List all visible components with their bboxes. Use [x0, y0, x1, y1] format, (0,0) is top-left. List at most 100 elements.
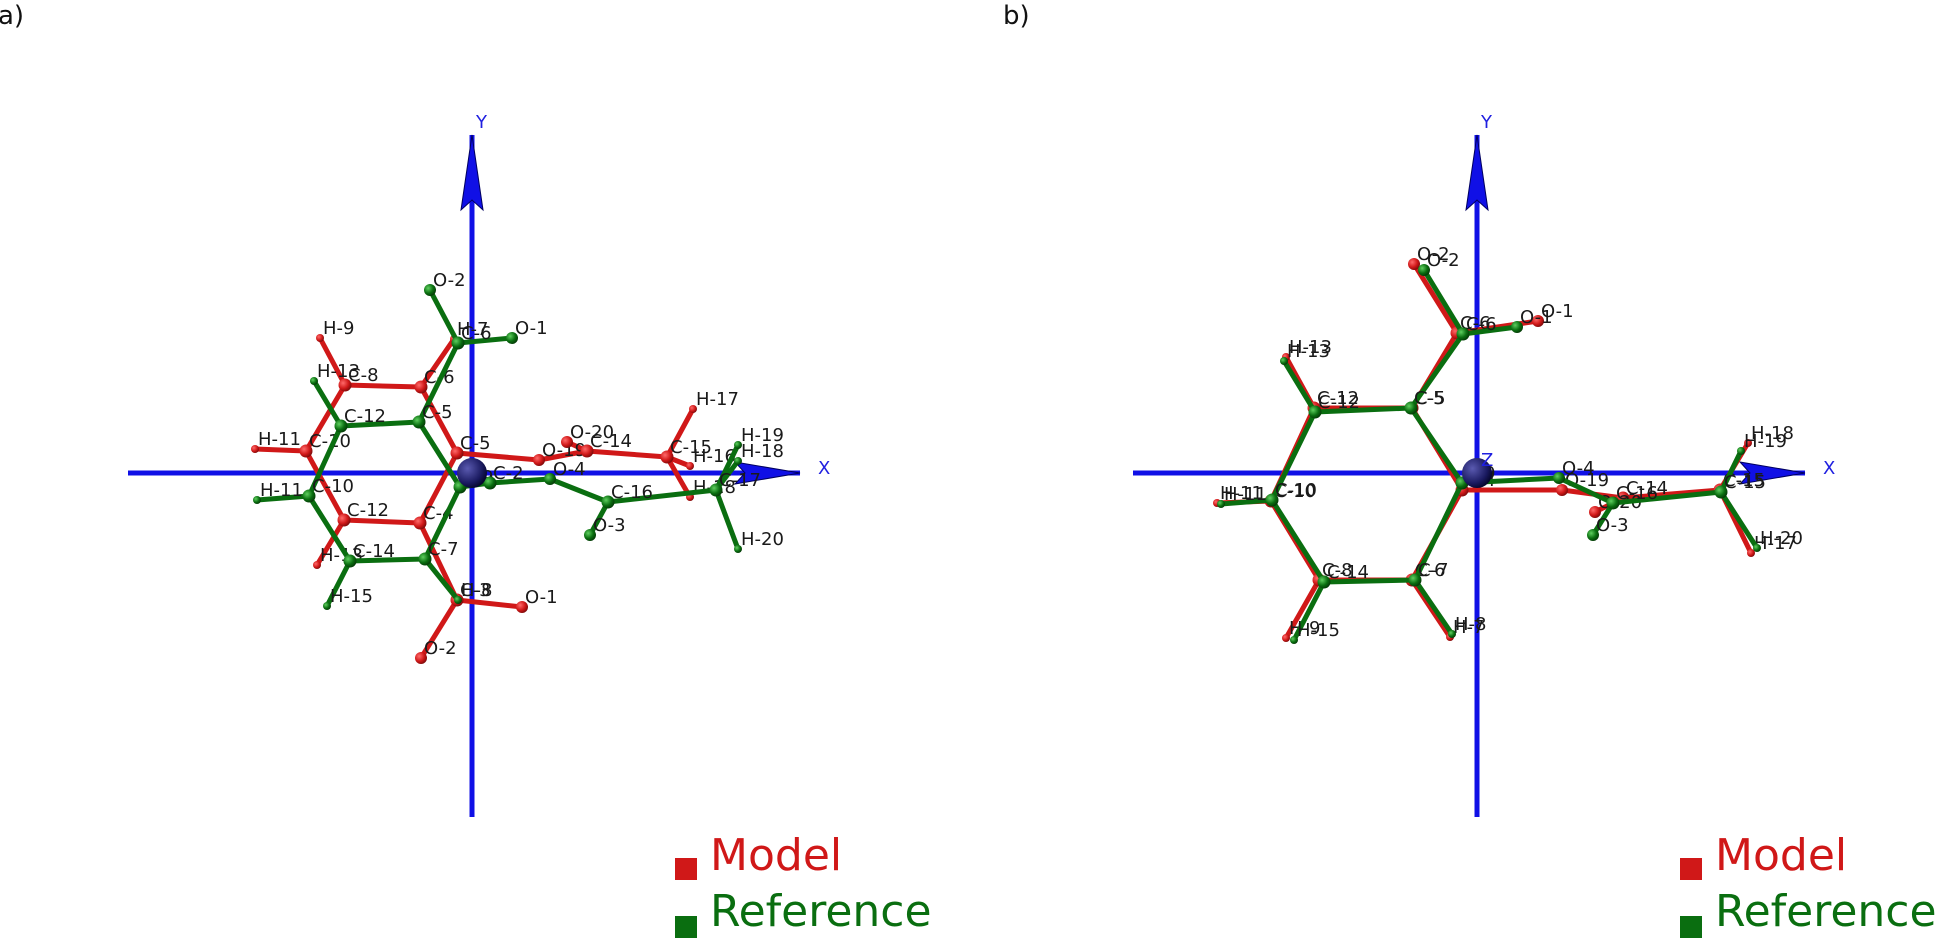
atom-label: C-5 [1414, 388, 1445, 409]
reference-bond [416, 340, 461, 425]
model-bond [664, 454, 693, 500]
model-atom [415, 652, 427, 664]
panel-b-legend: Model Reference [1680, 830, 1937, 938]
reference-bond [1460, 324, 1520, 337]
atom-label: C-8 [1322, 560, 1353, 581]
atom-label: H-15 [1297, 620, 1340, 641]
atom-label: C-6 [1460, 313, 1491, 334]
legend-model-swatch [1680, 858, 1702, 880]
reference-atom [709, 483, 723, 497]
atom-label: O-1 [525, 587, 558, 608]
model-atom [516, 601, 528, 613]
reference-bond [1718, 448, 1744, 495]
reference-bond [1718, 489, 1760, 551]
reference-atom [1265, 493, 1279, 507]
atom-label: C-10 [309, 431, 351, 452]
model-atom [413, 516, 427, 530]
atom-label: H-11 [258, 429, 301, 450]
model-atom [1744, 439, 1752, 447]
atom-label: O-4 [553, 459, 586, 480]
reference-atom [1317, 575, 1331, 589]
atom-label: O-1 [1541, 301, 1574, 322]
model-atom [337, 513, 351, 527]
y-axis-label: Y [475, 112, 488, 133]
reference-atom [1587, 529, 1599, 541]
atom-label: O-2 [433, 270, 466, 291]
panel-a-label: a) [0, 1, 24, 31]
reference-atom [734, 457, 742, 465]
atom-label: C-12 [1317, 388, 1359, 409]
atom-label: C-14 [353, 541, 395, 562]
reference-atom [1404, 401, 1418, 415]
atom-label: C-14 [590, 431, 632, 452]
model-bond [252, 446, 309, 454]
reference-bond [1269, 497, 1327, 585]
atom-label: C-7 [428, 539, 459, 560]
reference-bond [605, 487, 719, 505]
atom-label: C-16 [1616, 483, 1658, 504]
atom-label: O-3 [1596, 515, 1629, 536]
reference-bond [547, 476, 611, 505]
reference-bond [1281, 358, 1318, 415]
model-atom [580, 444, 594, 458]
reference-atom [310, 377, 318, 385]
panel-b-reference-structure: C-5 C-6 O-1 O-2 C-12 H-13 C-10 H-11 C-14 H-15 C-7 H… [1217, 250, 1803, 644]
atom-label: C-5 [422, 402, 453, 423]
model-bond [584, 448, 670, 460]
model-bond [314, 517, 347, 568]
model-bond [454, 450, 542, 463]
reference-atom [451, 336, 465, 350]
reference-atom [483, 476, 497, 490]
reference-bond [455, 335, 515, 346]
model-atom [660, 450, 674, 464]
atom-label: H-17 [1754, 533, 1797, 554]
legend-model-swatch [675, 858, 697, 880]
y-axis-label: Y [1480, 112, 1493, 133]
legend-model-label: Model [710, 830, 842, 881]
model-atom [313, 561, 321, 569]
model-atom [689, 405, 697, 413]
reference-atom [734, 441, 742, 449]
reference-atom [302, 489, 316, 503]
reference-bond [416, 419, 463, 490]
reference-atom [734, 545, 742, 553]
model-atom [1747, 549, 1755, 557]
atom-label: H-8 [461, 580, 492, 601]
model-atom [1532, 315, 1544, 327]
atom-label: C-12 [347, 500, 389, 521]
model-bond [536, 448, 590, 463]
atom-label: H-11 [1220, 483, 1263, 504]
reference-atom [544, 473, 556, 485]
reference-atom [454, 596, 462, 604]
reference-bond [254, 493, 312, 503]
model-atom [251, 445, 259, 453]
model-bond [664, 406, 696, 460]
atom-label: O-2 [1427, 250, 1460, 271]
atom-label: C-5 [460, 433, 491, 454]
origin-marker [457, 458, 487, 488]
atom-label: O-1 [515, 318, 548, 339]
reference-atom [1418, 264, 1430, 276]
reference-bond [422, 484, 463, 562]
model-bond [1409, 577, 1453, 640]
atom-label: O-4 [1562, 458, 1595, 479]
reference-bond [1408, 331, 1466, 411]
model-bond [418, 336, 457, 390]
atom-label: H-13 [1287, 341, 1330, 362]
model-bond [418, 384, 460, 456]
reference-bond [347, 556, 428, 564]
atom-label: H-11 [260, 480, 303, 501]
x-axis-arrow-icon [1738, 461, 1806, 485]
atom-label: O-2 [424, 638, 457, 659]
atom-label: H-13 [317, 361, 360, 382]
atom-label: H-7 [1453, 617, 1484, 638]
atom-label: C-15 [1723, 470, 1765, 491]
reference-bond [427, 287, 461, 346]
reference-atom [1606, 496, 1620, 510]
panel-a: a) X Y C-8C-6C-5C-4C-12C-10H-9H-11H-13H-… [0, 1, 932, 938]
reference-atom [323, 602, 331, 610]
atom-label: O-3 [593, 515, 626, 536]
reference-bond [487, 476, 553, 486]
model-bond [417, 450, 460, 526]
reference-atom [253, 496, 261, 504]
